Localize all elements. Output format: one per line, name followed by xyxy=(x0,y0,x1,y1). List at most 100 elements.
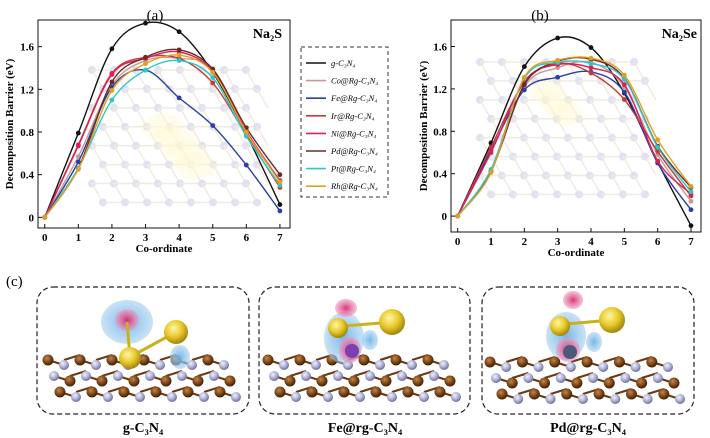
carbon-atom-icon xyxy=(603,377,615,389)
carbon-atom-icon xyxy=(54,386,66,398)
nitrogen-atom-icon xyxy=(279,360,289,370)
charge-density-pink-icon xyxy=(335,299,357,317)
x-tick-label: 5 xyxy=(210,232,216,244)
chart-na2se: 0 1 2 3 4 5 6 700.40.81.21.6 Na₂Se Co-ordinate … xyxy=(418,19,702,259)
carbon-atom-icon xyxy=(390,354,402,366)
carbon-atom-icon xyxy=(412,375,424,387)
data-point-pd-rg-c-n- xyxy=(521,82,527,88)
carbon-atom-icon xyxy=(380,375,392,387)
nitrogen-atom-icon xyxy=(167,392,177,402)
structure-fe-rg-c3n4: Fe@rg-C₃N₄ xyxy=(258,286,471,436)
carbon-atom-icon xyxy=(506,377,518,389)
plot-frame-a xyxy=(37,19,291,229)
data-point-pt-rg-c-n- xyxy=(210,75,216,80)
x-tick-label: 6 xyxy=(655,236,661,248)
chart-a-ylabel: Decomposition Barrier (eV) xyxy=(4,58,16,189)
carbon-atom-icon xyxy=(192,375,204,387)
sulfur-atom-icon xyxy=(328,318,348,338)
data-point-rh-rg-c-n- xyxy=(488,170,494,176)
legend-label: Rh@Rg-C₃N₄ xyxy=(330,181,378,191)
legend-label: Ir@Rg-C₃N₄ xyxy=(330,111,375,121)
nitrogen-atom-icon xyxy=(675,394,685,404)
data-point-g-c-n- xyxy=(109,46,115,52)
y-tick-label: 0.8 xyxy=(433,126,447,138)
chart-b-title: Na₂Se xyxy=(662,27,697,42)
data-point-g-c-n- xyxy=(688,223,694,229)
y-tick-label: 1.2 xyxy=(433,84,447,96)
nitrogen-atom-icon xyxy=(103,392,113,402)
structure-pd-rg-c3n4: Pd@rg-C₃N₄ xyxy=(481,286,695,436)
nitrogen-atom-icon xyxy=(91,360,101,370)
nitrogen-atom-icon xyxy=(545,394,556,404)
carbon-atom-icon xyxy=(316,375,328,387)
carbon-atom-icon xyxy=(444,375,456,387)
legend-label: Pd@Rg-C₃N₄ xyxy=(330,146,378,156)
data-point-rh-rg-c-n- xyxy=(75,166,81,172)
data-point-pt-rg-c-n- xyxy=(176,58,182,63)
nitrogen-atom-icon xyxy=(610,394,621,404)
legend-box xyxy=(300,46,389,198)
ghost-s-atom-icon xyxy=(174,152,218,180)
carbon-atom-icon xyxy=(138,354,150,366)
nitrogen-atom-icon xyxy=(219,360,229,370)
carbon-atom-icon xyxy=(274,386,286,398)
carbon-atom-icon xyxy=(86,386,98,398)
legend: g-C₃N₄ Co@Rg-C₃N₄ Fe@Rg-C₃N₄ Ir@Rg-C₃N₄ Ni@R… xyxy=(300,46,389,198)
carbon-atom-icon xyxy=(516,356,528,368)
data-point-pd-rg-c-n- xyxy=(176,47,182,53)
c3n4-sheet xyxy=(42,353,241,402)
x-tick-label: 2 xyxy=(109,232,115,244)
data-point-fe-rg-c-n- xyxy=(75,159,81,165)
nitrogen-atom-icon xyxy=(311,360,321,370)
caption-g-c3n4: g-C₃N₄ xyxy=(123,421,164,436)
sulfur-atom-icon xyxy=(379,309,405,335)
nitrogen-atom-icon xyxy=(231,392,241,402)
x-tick-label: 6 xyxy=(244,232,250,244)
nitrogen-atom-icon xyxy=(419,392,429,402)
data-point-g-c-n- xyxy=(588,45,594,50)
carbon-atom-icon xyxy=(338,386,350,398)
carbon-atom-icon xyxy=(658,388,670,400)
carbon-atom-icon xyxy=(306,386,318,398)
data-point-g-c-n- xyxy=(521,64,527,70)
nitrogen-atom-icon xyxy=(365,371,375,381)
panel-c-label: (c) xyxy=(6,274,23,290)
y-tick-label: 1.2 xyxy=(20,84,34,96)
chart-na2s: 0 1 2 3 4 5 6 7 0 0.4 0.8 1.2 1.6 Na₂S Co-ordinate D… xyxy=(4,19,291,255)
chart-b-ylabel: Decomposition Barrier (eV) xyxy=(418,60,430,191)
nitrogen-atom-icon xyxy=(491,373,501,383)
carbon-atom-icon xyxy=(539,377,551,389)
legend-label: Pt@Rg-C₃N₄ xyxy=(330,164,376,174)
data-point-rh-rg-c-n- xyxy=(588,55,594,61)
nitrogen-atom-icon xyxy=(630,362,641,372)
y-tick-label: 0.8 xyxy=(20,127,34,139)
nitrogen-atom-icon xyxy=(620,373,631,383)
charge-density-pink-icon xyxy=(115,309,139,331)
nitrogen-atom-icon xyxy=(333,371,343,381)
legend-label: Co@Rg-C₃N₄ xyxy=(331,76,378,86)
nitrogen-atom-icon xyxy=(301,371,311,381)
data-point-rh-rg-c-n- xyxy=(621,72,627,78)
nitrogen-atom-icon xyxy=(71,392,81,402)
structure-g-c3n4: g-C₃N₄ xyxy=(36,286,250,436)
data-point-rh-rg-c-n- xyxy=(176,52,182,58)
x-tick-label: 5 xyxy=(622,236,628,248)
nitrogen-atom-icon xyxy=(59,360,69,370)
nitrogen-atom-icon xyxy=(501,362,512,372)
sulfur-atom-icon xyxy=(119,347,141,369)
data-point-pd-rg-c-n- xyxy=(277,172,283,178)
nitrogen-atom-icon xyxy=(663,362,673,372)
nitrogen-atom-icon xyxy=(355,392,365,402)
series-line-pt-rg-c-n- xyxy=(457,60,692,217)
c3n4-sheet xyxy=(484,355,685,404)
y-tick-label: 0 xyxy=(29,212,35,224)
carbon-atom-icon xyxy=(214,386,226,398)
x-tick-label: 0 xyxy=(455,236,461,248)
lattice-bond xyxy=(256,88,269,109)
x-tick-label: 2 xyxy=(522,236,528,248)
data-point-pt-rg-c-n- xyxy=(688,189,694,195)
carbon-atom-icon xyxy=(64,375,76,387)
carbon-atom-icon xyxy=(422,354,434,366)
data-point-pt-rg-c-n- xyxy=(109,97,115,103)
